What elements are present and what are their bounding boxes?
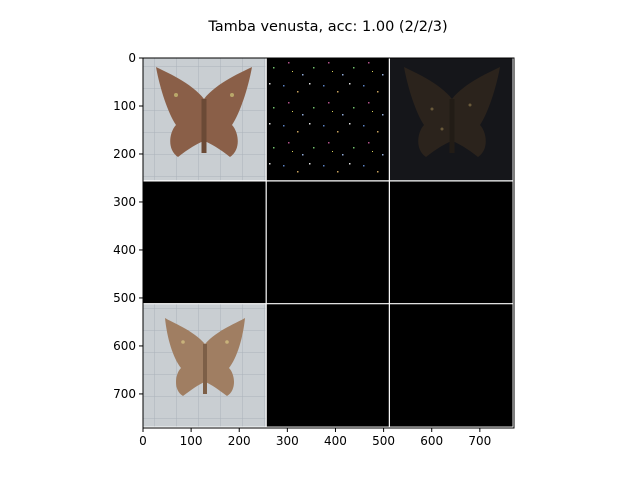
y-tick-label: 700 <box>113 387 136 401</box>
tile-r2-c1 <box>266 303 390 427</box>
x-tick-label: 500 <box>372 434 395 448</box>
moth-images <box>156 67 500 396</box>
tile-r1-c2 <box>389 180 513 304</box>
y-tick-label: 0 <box>128 51 136 65</box>
moth-image-dark <box>404 67 500 157</box>
axes-frame <box>142 57 515 429</box>
x-tick-label: 200 <box>228 434 251 448</box>
y-tick-label: 600 <box>113 339 136 353</box>
chart-title: Tamba venusta, acc: 1.00 (2/2/3) <box>207 19 447 35</box>
x-tick-label: 300 <box>276 434 299 448</box>
plot-area <box>143 58 514 428</box>
x-tick-label: 600 <box>420 434 443 448</box>
y-tick-label: 300 <box>113 195 136 209</box>
axes: 0 100 200 300 400 500 600 700 0 100 200 300 400 500 6… <box>113 51 515 448</box>
x-tick-label: 700 <box>468 434 491 448</box>
y-tick-label: 400 <box>113 243 136 257</box>
moth-image-top <box>156 67 252 157</box>
moth-image-bottom <box>165 318 245 396</box>
x-axis: 0 100 200 300 400 500 600 700 <box>139 428 491 448</box>
y-tick-label: 100 <box>113 99 136 113</box>
tile-r0-c1 <box>266 58 390 181</box>
x-tick-label: 0 <box>139 434 147 448</box>
tile-separators <box>143 58 514 428</box>
tile-r2-c2 <box>389 303 513 427</box>
tile-r1-c0 <box>143 180 267 304</box>
x-tick-label: 100 <box>180 434 203 448</box>
y-axis: 0 100 200 300 400 500 600 700 <box>113 51 143 401</box>
tiles <box>143 58 513 427</box>
tile-r1-c1 <box>266 180 390 304</box>
y-tick-label: 200 <box>113 147 136 161</box>
y-tick-label: 500 <box>113 291 136 305</box>
x-tick-label: 400 <box>324 434 347 448</box>
